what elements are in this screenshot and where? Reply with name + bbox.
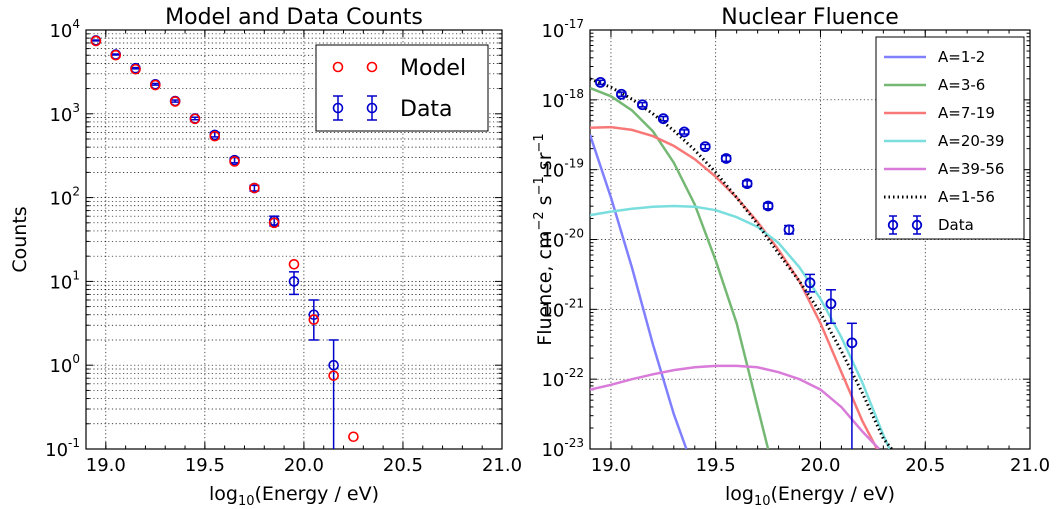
legend-label-A=3-6: A=3-6 [938, 76, 985, 94]
data-point [762, 200, 774, 212]
legend: A=1-2 A=3-6 A=7-19 A=20-39 A=39-56 A=1-56 Data [875, 36, 1025, 240]
x-axis-label: log10(Energy / eV) [725, 483, 895, 509]
plot-area [590, 76, 893, 449]
legend-label-A=1-56: A=1-56 [938, 188, 995, 206]
y-axis-label: Counts [9, 206, 31, 272]
legend-data-marker [332, 102, 344, 114]
data-point [720, 153, 732, 164]
model-point [90, 35, 102, 47]
x-tick-label: 20.5 [383, 455, 423, 476]
data-point [288, 276, 300, 287]
x-tick-label: 21.0 [1010, 455, 1050, 476]
model-point [150, 79, 161, 91]
data-point [595, 76, 606, 88]
model-point [130, 63, 141, 75]
x-axis-label: log10(Energy / eV) [209, 483, 379, 509]
legend-data-marker [887, 219, 899, 231]
legend-label-A=1-2: A=1-2 [938, 48, 985, 66]
legend-label-A=39-56: A=39-56 [938, 160, 1004, 178]
legend-label-A=7-19: A=7-19 [938, 104, 995, 122]
data-point [804, 277, 816, 289]
model-point [328, 370, 339, 381]
y-tick-label: 100 [49, 352, 80, 377]
model-point [209, 130, 221, 142]
x-tick-label: 21.0 [482, 455, 522, 476]
y-tick-label: 10-21 [541, 296, 584, 321]
x-tick-label: 19.0 [591, 455, 631, 476]
legend: Model Data [315, 44, 489, 132]
data-point [328, 359, 339, 371]
data-point [616, 88, 627, 100]
model-point [288, 258, 300, 270]
legend-box [315, 44, 489, 132]
data-point [825, 298, 837, 310]
y-tick-label: 102 [49, 185, 80, 210]
y-tick-label: 10-19 [541, 157, 584, 182]
y-tick-label: 10-1 [45, 436, 80, 461]
y-tick-label: 10-23 [541, 436, 584, 461]
y-tick-label: 10-20 [541, 227, 584, 252]
axis-ticks [590, 29, 1031, 450]
y-tick-label: 103 [49, 101, 80, 126]
y-tick-label: 101 [49, 268, 80, 293]
y-tick-label: 10-22 [541, 366, 584, 391]
x-tick-label: 20.0 [284, 455, 324, 476]
legend-label-A=20-39: A=20-39 [938, 132, 1004, 150]
data-point [308, 309, 320, 321]
x-tick-label: 19.5 [696, 455, 736, 476]
model-point [308, 314, 320, 325]
legend-model-marker [332, 61, 344, 73]
model-point [229, 156, 240, 167]
y-tick-label: 104 [49, 17, 80, 42]
plot-frame [85, 29, 503, 450]
chart-title: Nuclear Fluence [721, 5, 898, 30]
legend-label-Data: Data [938, 216, 974, 234]
legend-data-marker [366, 102, 378, 114]
model-point [189, 113, 201, 125]
series-line-A=39-56 [590, 364, 881, 449]
plot-area [90, 35, 359, 449]
model-point [110, 49, 122, 61]
right-chart-nuclear-fluence: 19.0 19.5 20.0 20.5 21.0 10-23 10-22 10-21 10-20… [532, 5, 1050, 509]
data-point [636, 99, 648, 111]
legend-model-marker [366, 61, 378, 73]
x-tick-label: 20.5 [905, 455, 945, 476]
left-chart-model-and-data-counts: 19.0 19.5 20.0 20.5 21.0 10-1 100 101 102 103 104 M… [9, 5, 522, 509]
model-point [268, 217, 280, 229]
legend-data-marker [911, 219, 923, 231]
series-line-A=1-2 [590, 134, 688, 449]
x-tick-label: 19.0 [86, 455, 126, 476]
data-point [678, 126, 690, 138]
x-tick-label: 19.5 [185, 455, 225, 476]
model-point [249, 182, 260, 194]
axis-ticks [86, 29, 503, 450]
data-point [846, 337, 858, 349]
series-line-A=1-56 [590, 77, 893, 449]
series-line-A=3-6 [590, 86, 770, 449]
y-axis-label: Fluence, cm−2 s−1 sr−1 [532, 133, 556, 345]
y-tick-label: 10-18 [541, 87, 584, 112]
chart-title: Model and Data Counts [165, 5, 423, 30]
data-point [783, 224, 795, 236]
model-point [169, 96, 181, 107]
series-line-A=7-19 [590, 125, 879, 449]
legend-label-data: Data [400, 97, 453, 122]
legend-box [875, 36, 1025, 240]
data-point [741, 178, 753, 190]
y-tick-label: 10-17 [541, 17, 584, 42]
model-point [348, 431, 359, 443]
data-point [699, 141, 711, 153]
x-tick-label: 20.0 [800, 455, 840, 476]
legend-label-model: Model [400, 56, 466, 81]
data-point [657, 113, 669, 125]
